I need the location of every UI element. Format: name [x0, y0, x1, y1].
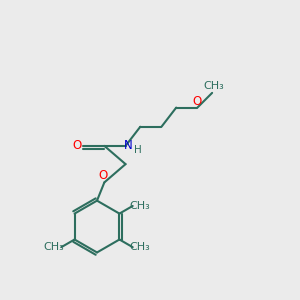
Text: O: O — [98, 169, 107, 182]
Text: O: O — [72, 139, 81, 152]
Text: CH₃: CH₃ — [130, 242, 150, 252]
Text: H: H — [134, 145, 142, 155]
Text: CH₃: CH₃ — [44, 242, 64, 252]
Text: CH₃: CH₃ — [130, 201, 150, 211]
Text: N: N — [124, 139, 133, 152]
Text: O: O — [193, 94, 202, 108]
Text: CH₃: CH₃ — [203, 81, 224, 92]
